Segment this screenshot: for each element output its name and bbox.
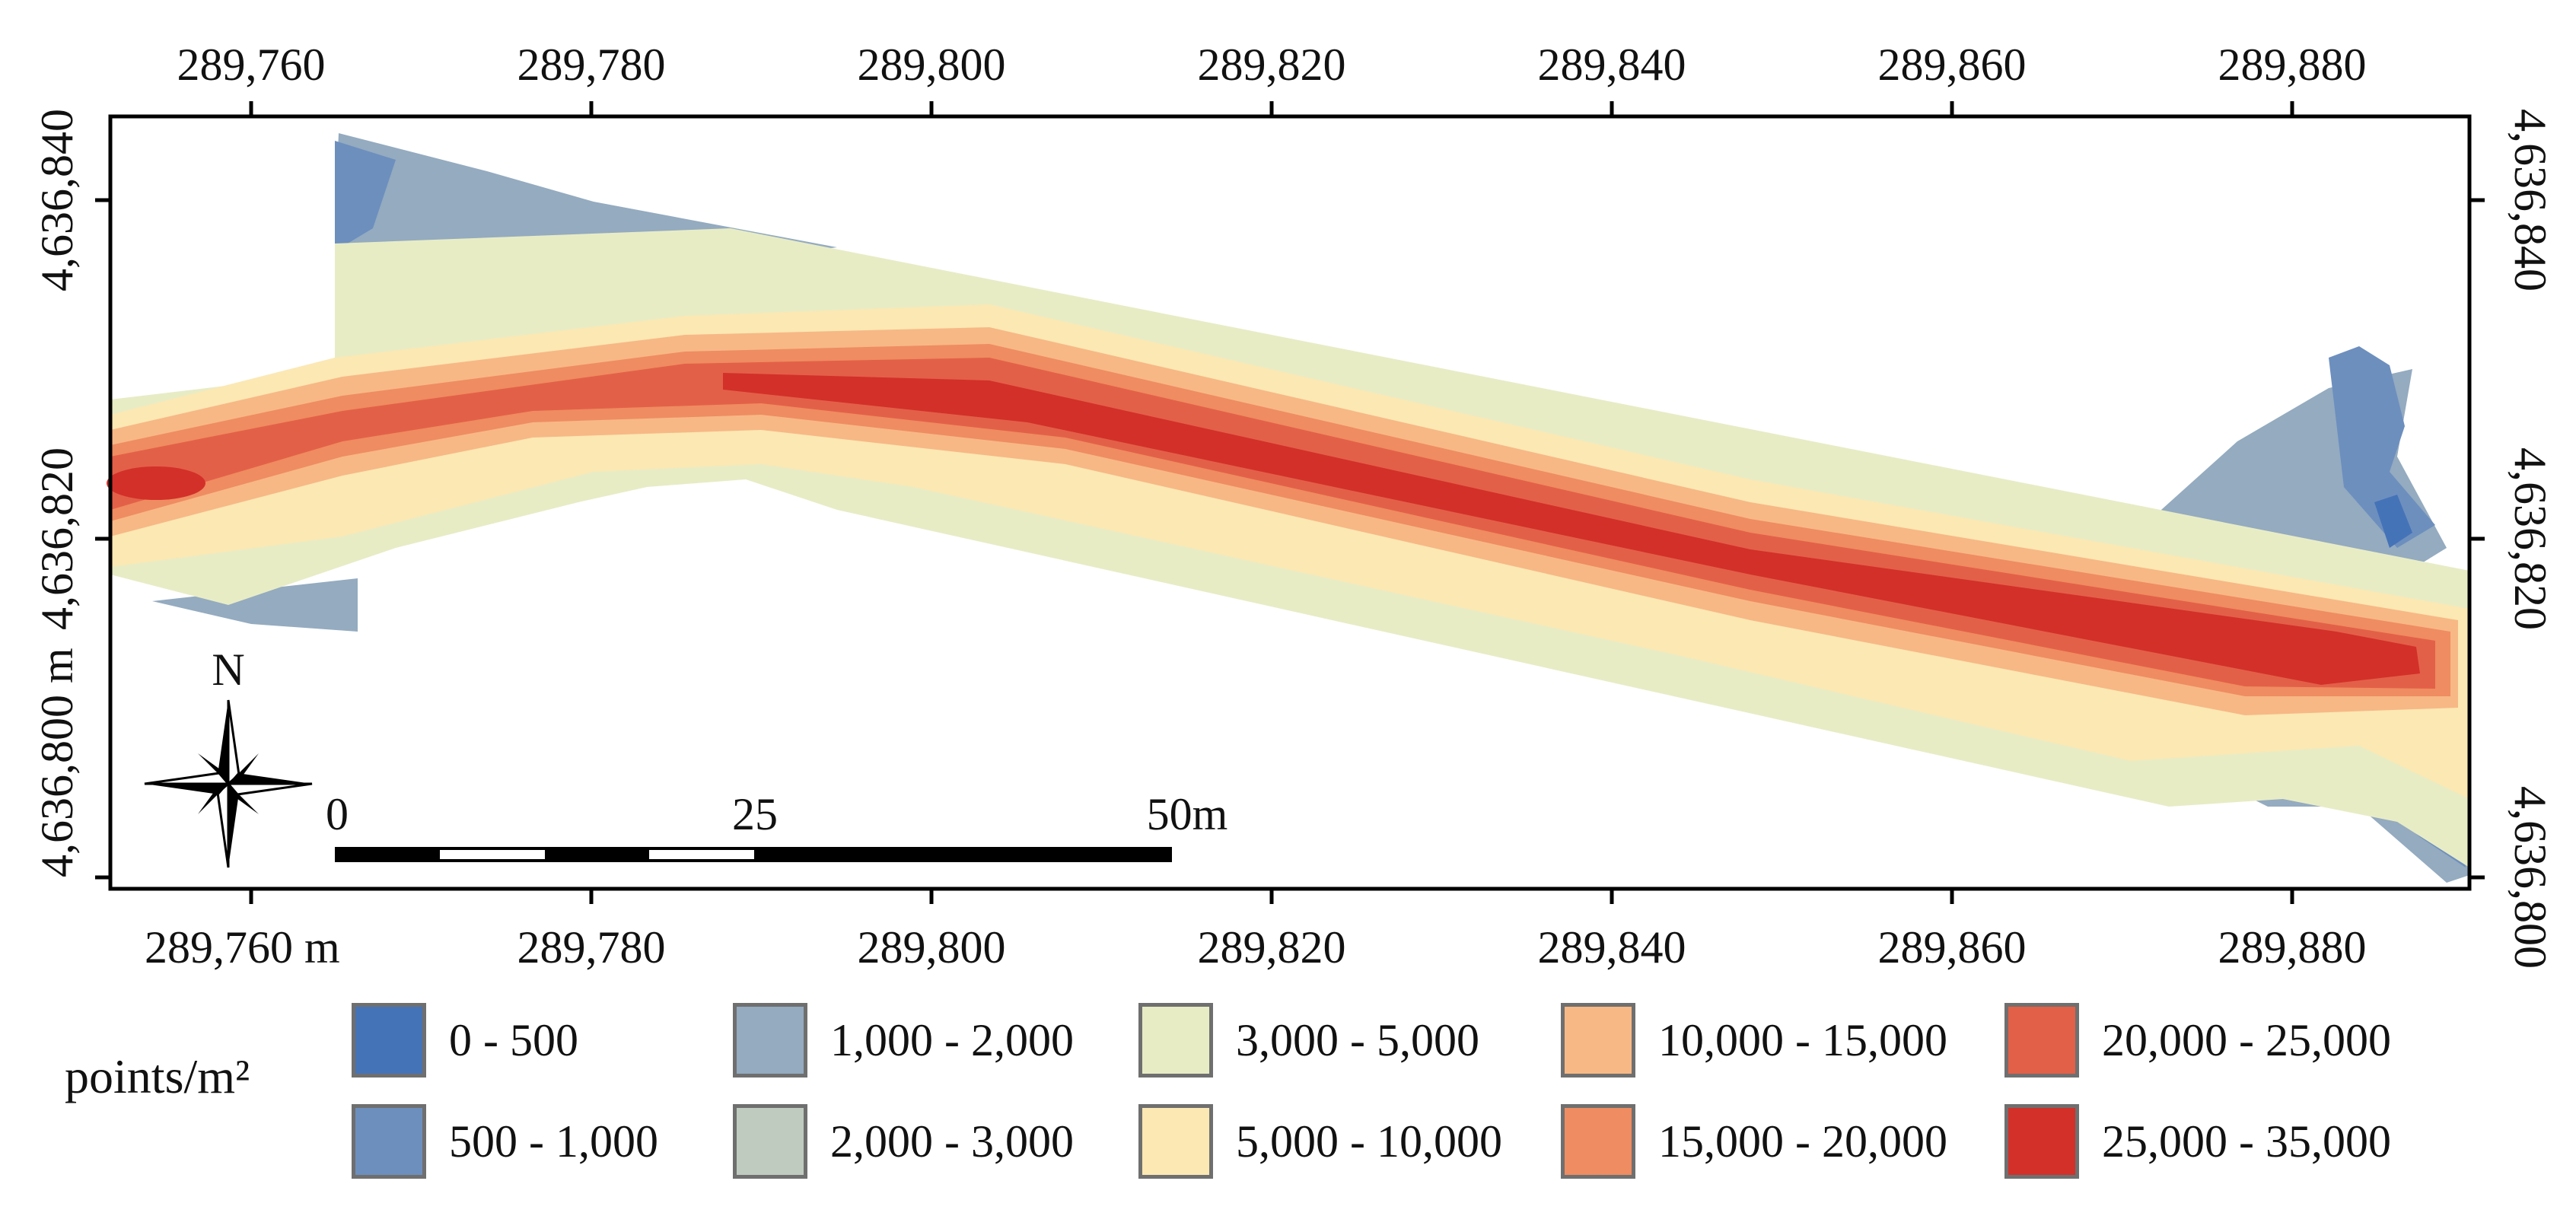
north-label: N (212, 645, 244, 695)
zone-25000-35000 (723, 373, 2420, 685)
x-tick-label-top: 289,860 (1878, 40, 2027, 90)
legend-label: 0 - 500 (449, 1014, 578, 1065)
legend-swatch (1561, 1104, 1635, 1179)
zone-verylow-nw (335, 141, 396, 251)
zone-25000-35000-west (107, 466, 205, 500)
legend-item: 3,000 - 5,000 (1138, 998, 1479, 1082)
legend-item: 10,000 - 15,000 (1561, 998, 1947, 1082)
scale-label-25: 25 (732, 789, 778, 839)
scale-label-0: 0 (326, 789, 349, 839)
y-axis-left-ticks: 4,636,840 4,636,820 4,636,800 m (32, 109, 110, 880)
legend-swatch (1561, 1003, 1635, 1078)
x-tick-label-bottom: 289,840 (1538, 922, 1686, 972)
x-tick-label-bottom: 289,800 (858, 922, 1006, 972)
zone-low-sw (152, 578, 358, 632)
legend-swatch (1138, 1104, 1213, 1179)
x-tick-label-bottom: 289,860 (1878, 922, 2027, 972)
zone-min-ne (2374, 495, 2412, 548)
legend-item: 20,000 - 25,000 (2004, 998, 2391, 1082)
legend-swatch (2004, 1104, 2079, 1179)
x-tick-label-bottom: 289,880 (2218, 922, 2367, 972)
legend-item: 500 - 1,000 (352, 1100, 658, 1183)
legend-label: 10,000 - 15,000 (1658, 1014, 1947, 1065)
density-raster (107, 133, 2469, 883)
x-axis-top-ticks: 289,760 289,780 289,800 289,820 289,840 289,8… (177, 40, 2367, 116)
zone-verylow-ne (2329, 346, 2435, 548)
legend-label: 2,000 - 3,000 (830, 1116, 1074, 1167)
y-tick-label-right: 4,636,800 (2505, 786, 2555, 969)
legend-label: 25,000 - 35,000 (2102, 1116, 2391, 1167)
x-tick-label-top: 289,820 (1198, 40, 1346, 90)
legend-item: 5,000 - 10,000 (1138, 1100, 1502, 1183)
legend-item: 2,000 - 3,000 (733, 1100, 1074, 1183)
legend-label: 5,000 - 10,000 (1236, 1116, 1502, 1167)
scale-bar (335, 847, 1172, 862)
x-tick-label-bottom: 289,760 m (145, 922, 340, 972)
x-tick-label-top: 289,840 (1538, 40, 1686, 90)
north-arrow-icon (144, 699, 313, 868)
x-tick-label-top: 289,800 (858, 40, 1006, 90)
zone-low-nw (335, 133, 837, 320)
legend-swatch (2004, 1003, 2079, 1078)
legend-label: 20,000 - 25,000 (2102, 1014, 2391, 1065)
legend-label: 500 - 1,000 (449, 1116, 658, 1167)
y-tick-label-right: 4,636,820 (2505, 447, 2555, 630)
legend-item: 1,000 - 2,000 (733, 998, 1074, 1082)
y-tick-label-left: 4,636,820 (32, 447, 82, 630)
x-tick-label-top: 289,780 (517, 40, 666, 90)
legend-label: 15,000 - 20,000 (1658, 1116, 1947, 1167)
zone-20000-25000 (110, 358, 2435, 689)
y-tick-label-left: 4,636,800 m (32, 648, 82, 877)
legend-swatch (733, 1003, 807, 1078)
x-tick-label-bottom: 289,820 (1198, 922, 1346, 972)
y-axis-right-ticks: 4,636,840 4,636,820 4,636,800 (2469, 109, 2555, 969)
y-tick-label-right: 4,636,840 (2505, 109, 2555, 291)
legend-swatch (352, 1104, 426, 1179)
map-frame (108, 114, 2472, 891)
x-axis-bottom-ticks: 289,760 m 289,780 289,800 289,820 289,840 289… (145, 889, 2367, 972)
x-tick-label-top: 289,880 (2218, 40, 2367, 90)
legend-item: 25,000 - 35,000 (2004, 1100, 2391, 1183)
legend-label: 3,000 - 5,000 (1236, 1014, 1479, 1065)
legend-label: 1,000 - 2,000 (830, 1014, 1074, 1065)
y-tick-label-left: 4,636,840 (32, 109, 82, 291)
x-tick-label-bottom: 289,780 (517, 922, 666, 972)
legend-title: points/m² (65, 1049, 250, 1103)
scale-label-50: 50m (1147, 789, 1228, 839)
legend-swatch (1138, 1003, 1213, 1078)
legend-item: 0 - 500 (352, 998, 578, 1082)
legend-swatch (352, 1003, 426, 1078)
x-tick-label-top: 289,760 (177, 40, 326, 90)
legend-item: 15,000 - 20,000 (1561, 1100, 1947, 1183)
legend-swatch (733, 1104, 807, 1179)
